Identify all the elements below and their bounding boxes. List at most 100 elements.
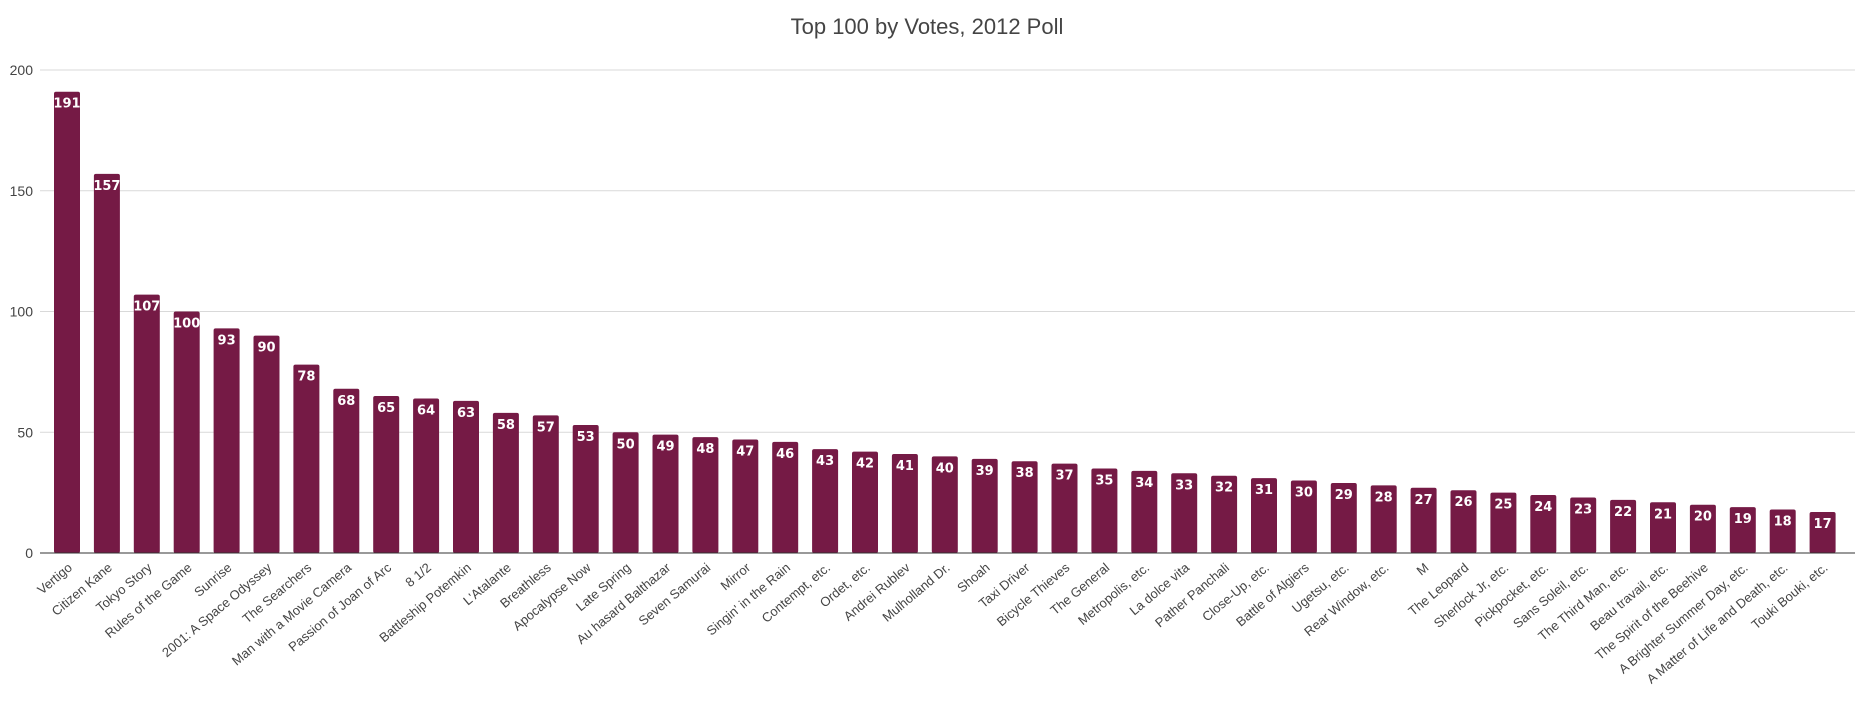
data-label: 33	[1175, 478, 1193, 493]
y-tick-label: 0	[25, 545, 33, 561]
bar	[54, 91, 80, 554]
data-label: 32	[1215, 481, 1233, 496]
data-label: 25	[1494, 498, 1512, 513]
data-label: 26	[1454, 495, 1472, 510]
data-label: 23	[1574, 502, 1592, 517]
bar	[1370, 485, 1397, 553]
data-label: 24	[1534, 500, 1552, 515]
data-label: 28	[1375, 490, 1393, 505]
data-label: 78	[297, 370, 315, 385]
data-label: 41	[896, 459, 914, 474]
data-label: 157	[93, 179, 120, 194]
bar	[1570, 497, 1597, 553]
bar	[93, 173, 120, 553]
bar	[453, 400, 479, 553]
y-tick-label: 50	[17, 424, 33, 440]
bar	[173, 311, 200, 553]
data-label: 27	[1415, 493, 1433, 508]
bar	[612, 432, 639, 553]
bars	[54, 91, 1836, 554]
bar	[1290, 480, 1317, 553]
y-tick-label: 150	[10, 183, 34, 199]
data-label: 107	[133, 300, 160, 315]
data-label: 47	[736, 444, 754, 459]
data-labels: 191 157 107 100 93 90 78 68 65 64 63 58 57 53 50 49 48 47…	[53, 97, 1831, 532]
data-label: 43	[816, 454, 834, 469]
bar	[1330, 482, 1357, 553]
data-label: 38	[1016, 466, 1034, 481]
bar	[532, 415, 559, 553]
data-label: 93	[218, 333, 236, 348]
bar	[812, 449, 839, 553]
data-label: 29	[1335, 488, 1353, 503]
y-tick-label: 200	[10, 62, 34, 78]
bar	[1211, 475, 1238, 553]
bar	[373, 396, 400, 553]
x-category-label: 8 1/2	[402, 560, 434, 590]
data-label: 68	[337, 394, 355, 409]
bar	[971, 458, 998, 553]
data-label: 30	[1295, 486, 1313, 501]
bar	[1650, 502, 1676, 553]
data-label: 39	[976, 464, 994, 479]
data-label: 48	[696, 442, 714, 457]
bar	[1011, 461, 1038, 553]
bar	[692, 437, 719, 553]
y-axis-ticks: 0 50 100 150 200	[10, 62, 34, 561]
bar	[1251, 478, 1277, 553]
data-label: 35	[1095, 473, 1113, 488]
bar	[333, 388, 360, 553]
data-label: 65	[377, 401, 395, 416]
bar	[1530, 495, 1557, 553]
bar	[1091, 468, 1118, 553]
bar	[772, 441, 799, 553]
bar	[293, 364, 320, 553]
bar	[1410, 487, 1437, 553]
data-label: 63	[457, 406, 475, 421]
bar	[1689, 504, 1716, 553]
data-label: 57	[537, 420, 555, 435]
chart-title: Top 100 by Votes, 2012 Poll	[791, 14, 1064, 39]
bar	[492, 412, 519, 553]
y-tick-label: 100	[10, 304, 34, 320]
data-label: 100	[173, 317, 200, 332]
bar	[1769, 509, 1796, 553]
x-category-label: Contempt, etc.	[759, 560, 833, 626]
data-label: 21	[1654, 507, 1672, 522]
data-label: 34	[1135, 476, 1153, 491]
x-category-label: M	[1414, 560, 1432, 578]
bar	[1729, 507, 1756, 553]
data-label: 53	[577, 430, 595, 445]
data-label: 42	[856, 457, 874, 472]
bar	[1450, 490, 1477, 553]
bar	[852, 451, 878, 553]
x-category-label: Seven Samurai	[636, 560, 714, 629]
bar	[213, 328, 240, 553]
bar	[572, 425, 599, 553]
bar	[931, 456, 958, 553]
bar	[891, 453, 918, 553]
data-label: 191	[53, 97, 80, 112]
bar	[133, 294, 160, 553]
bar	[1610, 499, 1637, 553]
data-label: 58	[497, 418, 515, 433]
bar	[1171, 473, 1198, 553]
data-label: 90	[257, 341, 275, 356]
bar	[253, 335, 280, 553]
bar	[652, 434, 679, 553]
data-label: 50	[617, 437, 635, 452]
data-label: 40	[936, 461, 954, 476]
bar	[1809, 511, 1836, 553]
bar	[1131, 470, 1158, 553]
bar	[1490, 492, 1517, 553]
data-label: 17	[1814, 517, 1832, 532]
data-label: 46	[776, 447, 794, 462]
bar	[732, 439, 759, 553]
data-label: 18	[1774, 515, 1792, 530]
bar	[413, 398, 440, 553]
data-label: 20	[1694, 510, 1712, 525]
data-label: 37	[1055, 469, 1073, 484]
